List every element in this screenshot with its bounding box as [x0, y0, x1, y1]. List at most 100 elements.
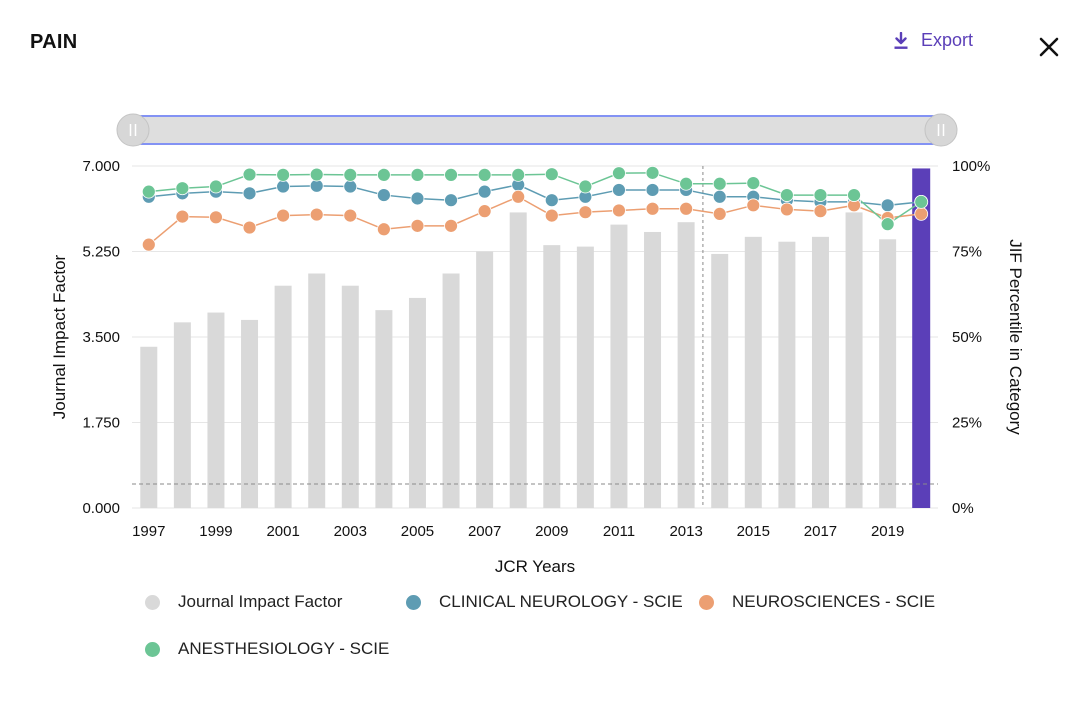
series-line: [148, 195, 922, 246]
bar: [845, 212, 863, 508]
series-point: [578, 205, 593, 220]
series-point: [309, 167, 324, 182]
x-tick-label: 2009: [535, 523, 568, 540]
bar: [644, 231, 662, 508]
y-axis-label: Journal Impact Factor: [50, 254, 69, 419]
bar: [408, 297, 426, 508]
series-point: [645, 183, 660, 197]
download-icon: [894, 31, 908, 49]
series-point: [477, 167, 492, 182]
series-point: [612, 183, 626, 197]
legend-dot: [145, 594, 160, 610]
bar: [341, 285, 359, 508]
bar: [274, 285, 292, 508]
y-tick-label: 3.500: [82, 329, 120, 346]
series-point: [712, 206, 727, 221]
series-point: [276, 167, 291, 182]
series-point: [276, 208, 291, 223]
bar: [543, 245, 561, 509]
bar: [140, 346, 158, 508]
series-point: [343, 179, 358, 194]
y2-tick-label: 50%: [952, 329, 982, 346]
series-point: [645, 201, 660, 216]
bar: [912, 168, 931, 508]
x-axis-label: JCR Years: [495, 557, 575, 576]
bar: [576, 246, 594, 508]
bar: [677, 222, 695, 508]
series-point: [376, 167, 391, 182]
series-point: [511, 189, 526, 204]
series-point: [880, 217, 895, 232]
series-point: [410, 218, 425, 233]
series-point: [712, 176, 727, 191]
series-point: [612, 203, 626, 218]
series-point: [242, 186, 257, 201]
page-title: PAIN: [30, 31, 78, 53]
series-point: [141, 237, 156, 252]
y2-tick-label: 75%: [952, 244, 982, 261]
legend-dot: [406, 594, 421, 610]
bar: [610, 224, 628, 508]
series-point: [410, 191, 425, 206]
series-point: [209, 210, 223, 225]
bar: [778, 241, 796, 508]
bar: [711, 253, 729, 508]
x-tick-label: 2017: [804, 523, 837, 540]
series-point: [612, 166, 626, 181]
range-slider-handle-start[interactable]: [116, 113, 150, 147]
bar: [207, 312, 225, 508]
series-point: [376, 222, 391, 237]
series-point: [209, 179, 223, 194]
legend-label: ANESTHESIOLOGY - SCIE: [178, 639, 390, 658]
export-button[interactable]: Export: [893, 30, 973, 51]
legend-dot: [145, 641, 160, 657]
series-line: [148, 172, 922, 226]
range-slider-handle-end[interactable]: [924, 113, 958, 147]
series-point: [645, 165, 660, 180]
x-tick-label: 1997: [132, 523, 165, 540]
series-point: [746, 176, 761, 191]
series-point: [847, 188, 861, 202]
series-point: [410, 167, 425, 182]
series-point: [175, 181, 190, 196]
series-point: [242, 220, 257, 235]
series-point: [914, 195, 929, 209]
legend-item-neurosciences[interactable]: NEUROSCIENCES - SCIE: [699, 592, 935, 612]
series-point: [779, 188, 794, 202]
legend-item-anesthesiology[interactable]: ANESTHESIOLOGY - SCIE: [145, 639, 389, 659]
bar: [811, 236, 829, 509]
series-point: [175, 209, 190, 224]
x-tick-label: 2007: [468, 523, 501, 540]
series-point: [679, 201, 694, 216]
x-tick-label: 2011: [603, 523, 635, 540]
series-point: [444, 193, 458, 208]
series-point: [779, 202, 794, 217]
y-tick-label: 7.000: [82, 158, 120, 175]
legend-dot: [699, 594, 714, 610]
series-point: [578, 179, 593, 194]
series-point: [376, 188, 391, 202]
bar: [173, 322, 191, 508]
y-tick-label: 5.250: [82, 244, 120, 261]
series-point: [880, 198, 895, 213]
bar: [241, 319, 259, 508]
series-point: [343, 208, 358, 223]
series-point: [712, 189, 727, 204]
series-point: [813, 188, 828, 202]
x-tick-label: 2001: [266, 523, 299, 540]
legend-item-clinical-neurology[interactable]: CLINICAL NEUROLOGY - SCIE: [406, 592, 683, 612]
y2-tick-label: 0%: [952, 500, 974, 517]
y-tick-label: 0.000: [82, 500, 120, 517]
series-point: [444, 218, 458, 233]
series-point: [544, 167, 559, 182]
legend-item-journal-impact-factor[interactable]: Journal Impact Factor: [145, 592, 342, 612]
close-icon[interactable]: [1036, 34, 1062, 60]
series-point: [343, 167, 358, 182]
bar: [442, 273, 460, 508]
series-point: [544, 208, 559, 223]
series-point: [477, 204, 492, 219]
x-tick-label: 2019: [871, 523, 904, 540]
series-point: [813, 204, 828, 219]
y-tick-label: 1.750: [82, 415, 120, 432]
